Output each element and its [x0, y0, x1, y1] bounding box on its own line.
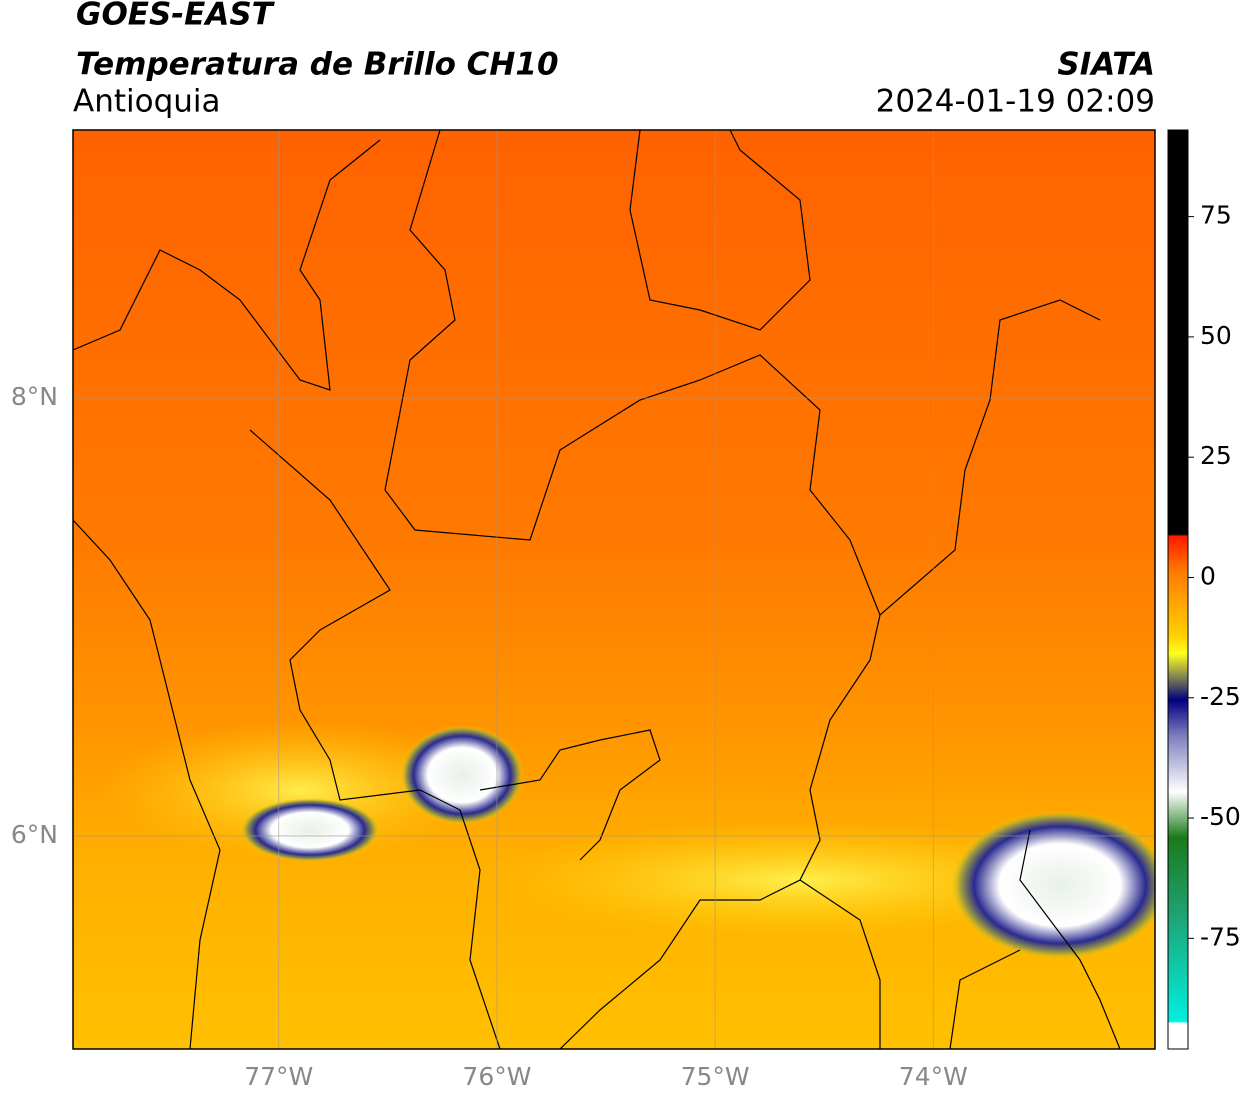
x-tick-label: 77°W [244, 1062, 313, 1091]
boundaries [73, 130, 1121, 1049]
source: SIATA [1057, 47, 1155, 83]
y-tick-label: 8°N [11, 382, 58, 411]
colorbar-tick-label: -25 [1200, 682, 1241, 711]
title: GOES-EAST [76, 0, 276, 33]
cloud [240, 798, 380, 862]
map-image [73, 130, 1155, 1049]
x-tick-label: 76°W [462, 1062, 531, 1091]
colorbar-tick-label: 0 [1200, 561, 1216, 590]
colorbar [1167, 129, 1189, 1050]
colorbar-tick-label: 25 [1200, 441, 1232, 470]
x-tick-label: 75°W [681, 1062, 750, 1091]
map-frame [72, 129, 1156, 1050]
subtitle: Temperatura de Brillo CH10 [76, 47, 559, 83]
gridlines [73, 130, 1155, 1049]
datetime: 2024-01-19 02:09 [876, 84, 1155, 120]
colorbar-tick-label: 50 [1200, 321, 1232, 350]
haze [100, 720, 500, 860]
colorbar-tick-label: -75 [1200, 922, 1241, 951]
y-tick-label: 6°N [11, 820, 58, 849]
x-tick-label: 74°W [899, 1062, 968, 1091]
colorbar-tick-label: 75 [1200, 201, 1232, 230]
region: Antioquia [73, 84, 221, 120]
cloud [950, 810, 1155, 960]
colorbar-tick-label: -50 [1200, 802, 1241, 831]
cloud [400, 725, 524, 825]
